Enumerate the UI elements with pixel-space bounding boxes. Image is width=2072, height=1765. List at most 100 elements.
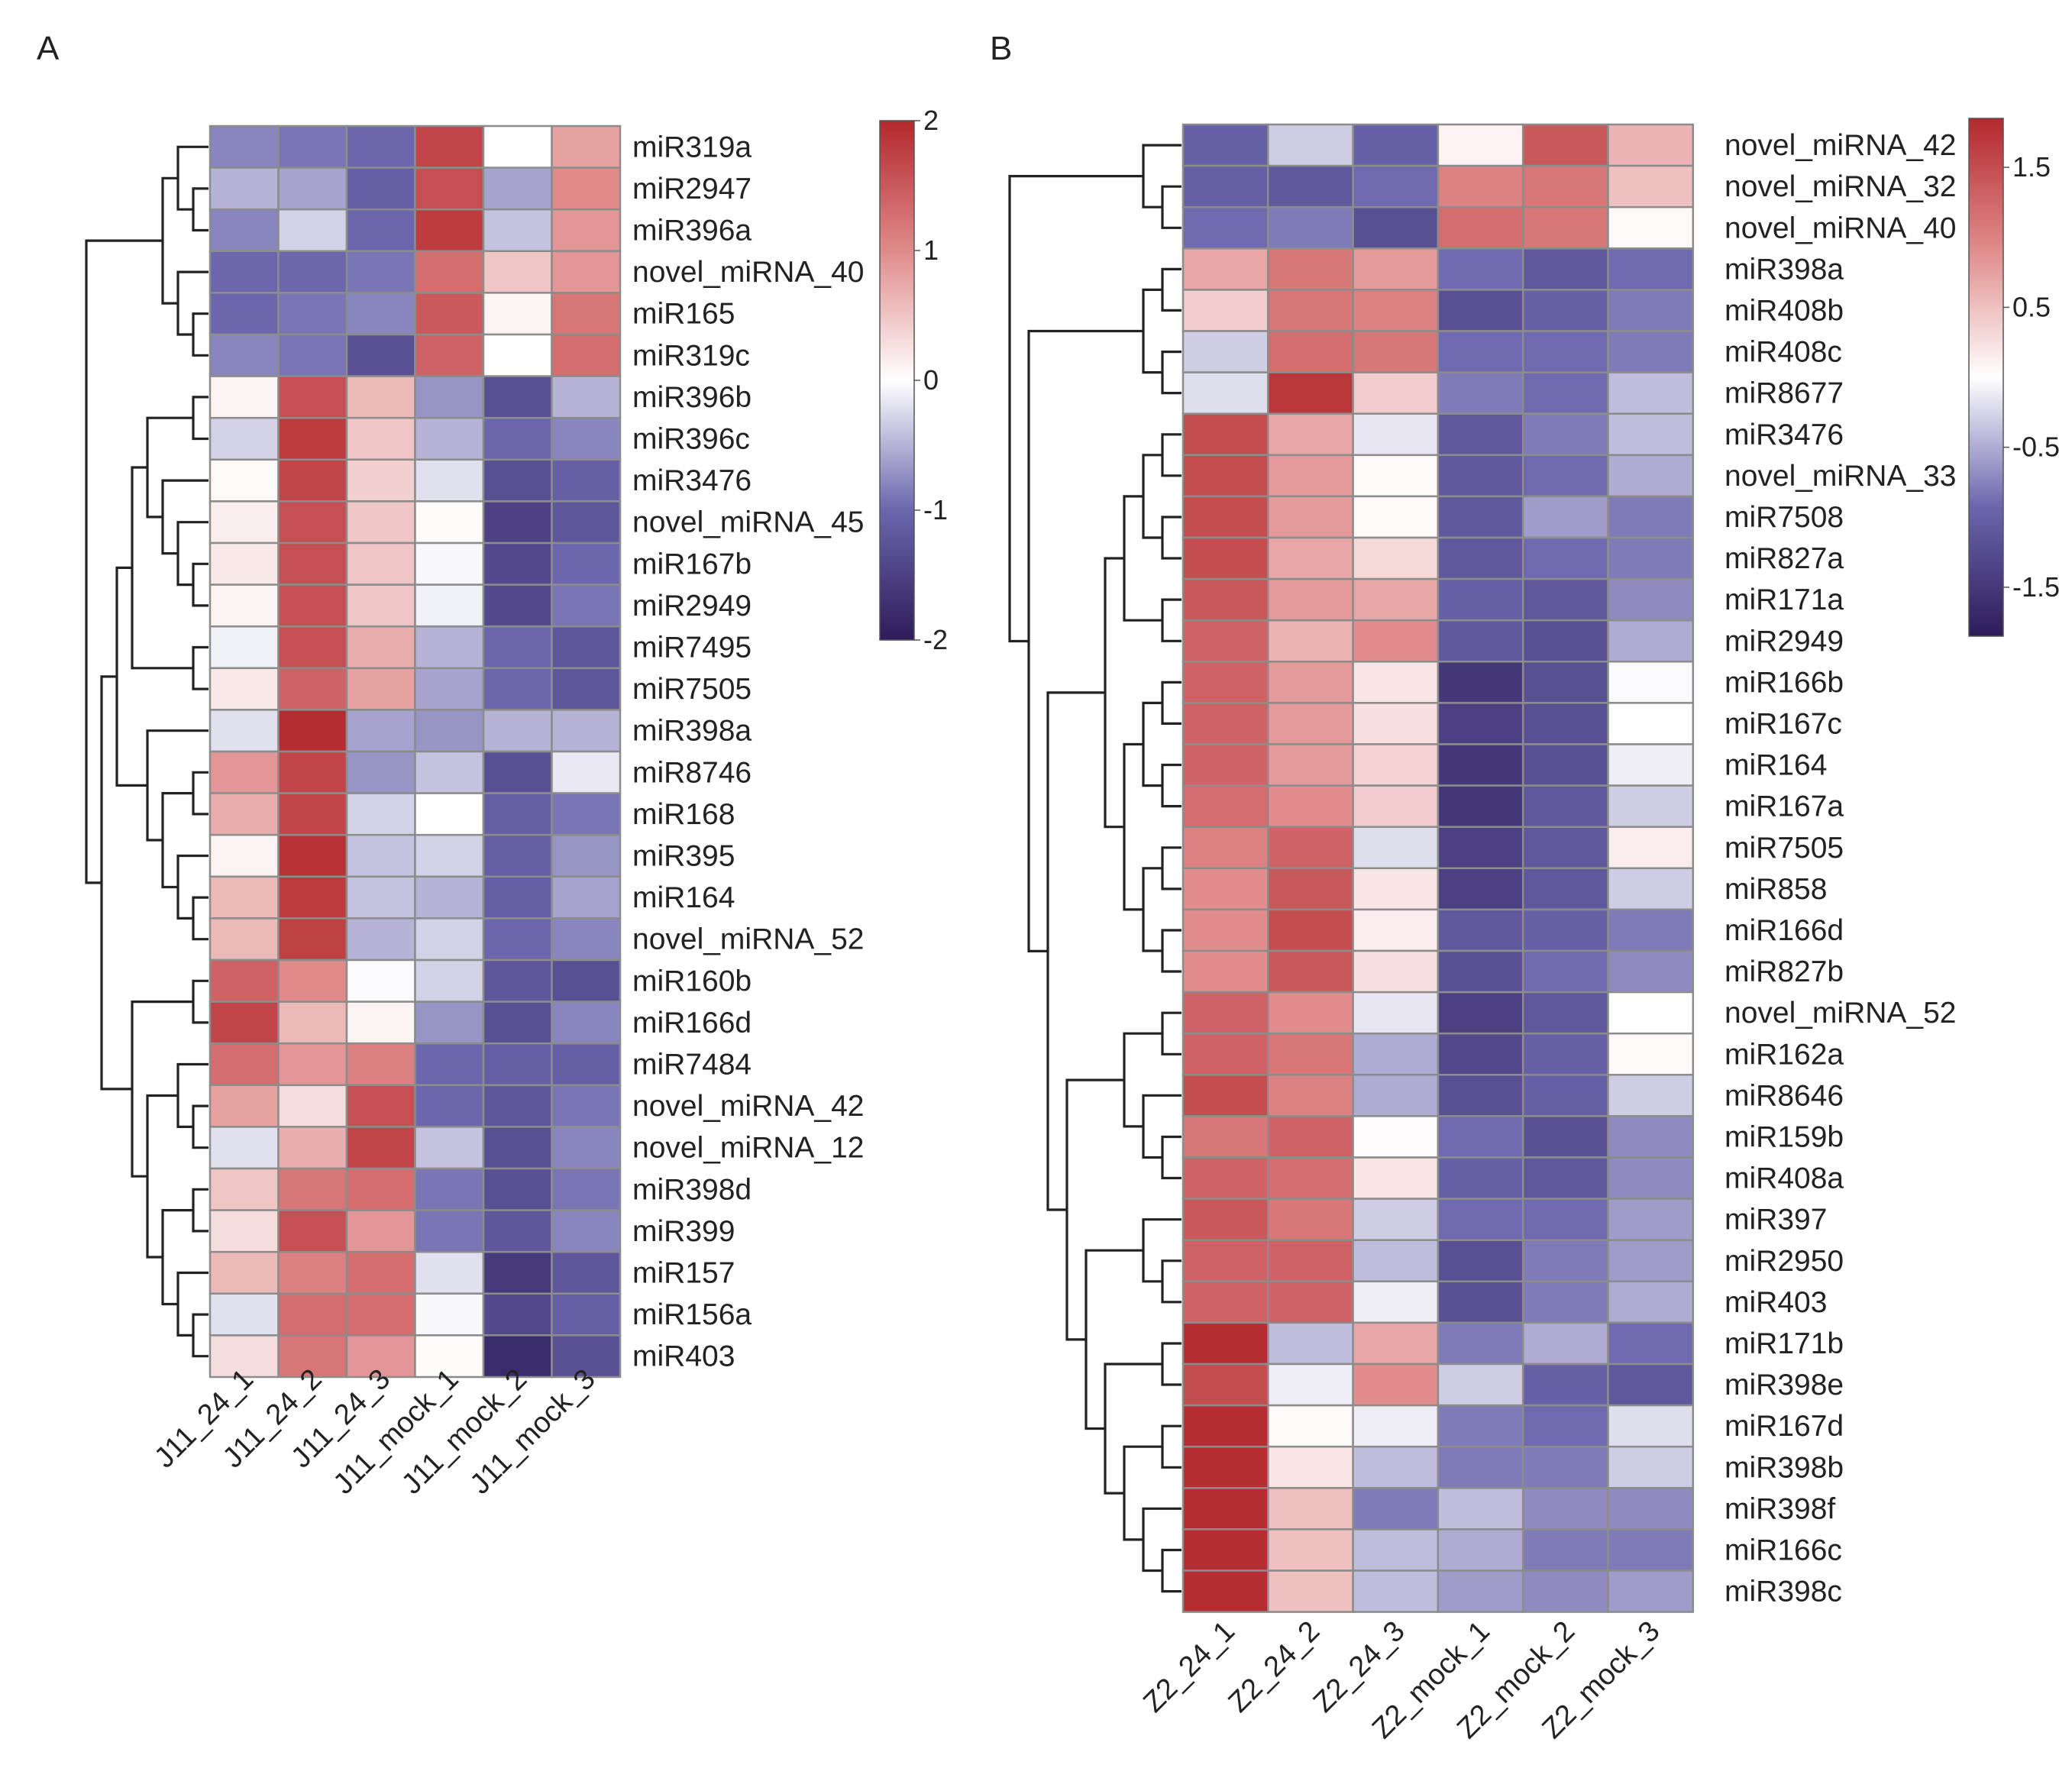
row-label: miR396a: [632, 215, 752, 247]
heatmap-cell: [1181, 1528, 1269, 1572]
heatmap-cell: [482, 875, 553, 920]
row-label: novel_miRNA_40: [1725, 212, 1957, 244]
heatmap-cell: [482, 292, 553, 336]
row-label: miR159b: [1725, 1121, 1844, 1154]
heatmap-cell: [551, 292, 622, 336]
heatmap-cell: [551, 333, 622, 377]
column-label: Z2_24_1: [1137, 1615, 1241, 1719]
heatmap-cell: [482, 1126, 553, 1170]
heatmap-cell: [482, 458, 553, 503]
heatmap-cell: [208, 416, 280, 461]
dendrogram-branch: [1123, 742, 1143, 911]
heatmap-cell: [277, 1209, 348, 1253]
dendrogram-branch: [192, 312, 208, 357]
heatmap-cell: [1181, 867, 1269, 911]
row-label: miR403: [1725, 1286, 1827, 1319]
colorbar-tick-label: -0.5: [2012, 432, 2060, 463]
row-label: miR408a: [1725, 1162, 1844, 1195]
heatmap-cell: [1352, 1363, 1440, 1407]
row-label: miR8677: [1725, 377, 1844, 410]
heatmap-cell: [1521, 1156, 1609, 1200]
dendrogram-branch: [1161, 763, 1181, 808]
heatmap-cell: [551, 124, 622, 169]
heatmap-cell: [482, 583, 553, 628]
heatmap-cell: [414, 166, 485, 211]
heatmap-cell: [208, 958, 280, 1003]
heatmap-cell: [1437, 702, 1524, 745]
heatmap-cell: [1267, 1115, 1354, 1159]
heatmap-cell: [345, 250, 416, 294]
heatmap-cell: [1521, 1528, 1609, 1572]
heatmap-cell: [1352, 330, 1440, 373]
heatmap-cell: [414, 208, 485, 253]
heatmap-cell: [551, 625, 622, 670]
heatmap-cell: [1352, 1032, 1440, 1076]
row-label: miR167a: [1725, 790, 1844, 823]
heatmap-cell: [414, 1292, 485, 1337]
heatmap-cell: [1437, 908, 1524, 952]
row-label: miR398b: [1725, 1451, 1844, 1484]
heatmap-cell: [1521, 1280, 1609, 1324]
heatmap-cell: [1521, 371, 1609, 415]
heatmap-cell: [1521, 330, 1609, 373]
heatmap-cell: [1267, 991, 1354, 1035]
heatmap-cell: [414, 709, 485, 753]
heatmap-cell: [1437, 867, 1524, 911]
heatmap-cell: [1607, 1569, 1695, 1613]
heatmap-cell: [1607, 412, 1695, 457]
heatmap-cell: [208, 124, 280, 169]
heatmap-cell: [1181, 1404, 1269, 1448]
heatmap-cell: [414, 416, 485, 461]
heatmap-cell: [551, 208, 622, 253]
heatmap-cell: [1181, 1487, 1269, 1531]
heatmap-cell: [1181, 371, 1269, 415]
heatmap-cell: [1607, 205, 1695, 250]
heatmap-cell: [414, 333, 485, 377]
heatmap-cell: [1521, 164, 1609, 209]
heatmap-cell: [1437, 826, 1524, 870]
row-label: miR166d: [632, 1007, 752, 1039]
heatmap-cell: [414, 375, 485, 419]
heatmap-cell: [1607, 1363, 1695, 1407]
heatmap-cell: [1181, 454, 1269, 498]
heatmap-cell: [1267, 1528, 1354, 1572]
heatmap-cell: [345, 833, 416, 878]
heatmap-cell: [1521, 702, 1609, 745]
row-label: miR156a: [632, 1298, 752, 1331]
heatmap-cell: [208, 750, 280, 794]
heatmap-cell: [1181, 826, 1269, 870]
colorbar-ticks-b: 1.5 0.5 -0.5 -1.5: [2003, 151, 2060, 603]
heatmap-cell: [1437, 1280, 1524, 1324]
heatmap-cell: [1267, 1569, 1354, 1613]
dendrogram-branch: [161, 176, 178, 305]
heatmap-cell: [1607, 330, 1695, 373]
row-label: miR403: [632, 1340, 735, 1373]
heatmap-cell: [1352, 247, 1440, 291]
heatmap-cell: [1607, 784, 1695, 828]
row-label: miR167d: [1725, 1410, 1844, 1443]
heatmap-cell: [345, 1292, 416, 1337]
heatmap-cell: [345, 458, 416, 503]
heatmap-cell: [1267, 1156, 1354, 1200]
row-label: miR167c: [1725, 707, 1842, 740]
heatmap-cell: [414, 750, 485, 794]
dendrogram-branch: [1161, 433, 1181, 477]
row-label: miR171a: [1725, 583, 1844, 616]
column-labels-b: Z2_24_1Z2_24_2Z2_24_3Z2_mock_1Z2_mock_2Z…: [1137, 1615, 1666, 1745]
row-label: miR827b: [1725, 955, 1844, 988]
heatmap-cell: [1437, 1074, 1524, 1117]
row-label: miR167b: [632, 548, 752, 580]
column-label: Z2_24_2: [1223, 1615, 1327, 1719]
dendrogram-branch: [1142, 454, 1162, 539]
heatmap-cell: [1437, 330, 1524, 373]
dendrogram-branch: [1142, 867, 1162, 952]
heatmap-cell: [482, 250, 553, 294]
heatmap-cell: [1352, 577, 1440, 622]
heatmap-cell: [1267, 1363, 1354, 1407]
heatmap-cell: [277, 250, 348, 294]
heatmap-cell: [482, 375, 553, 419]
heatmap-cell: [208, 1000, 280, 1045]
heatmap-cell: [414, 1250, 485, 1295]
heatmap-cell: [1521, 1569, 1609, 1613]
heatmap-cell: [208, 625, 280, 670]
